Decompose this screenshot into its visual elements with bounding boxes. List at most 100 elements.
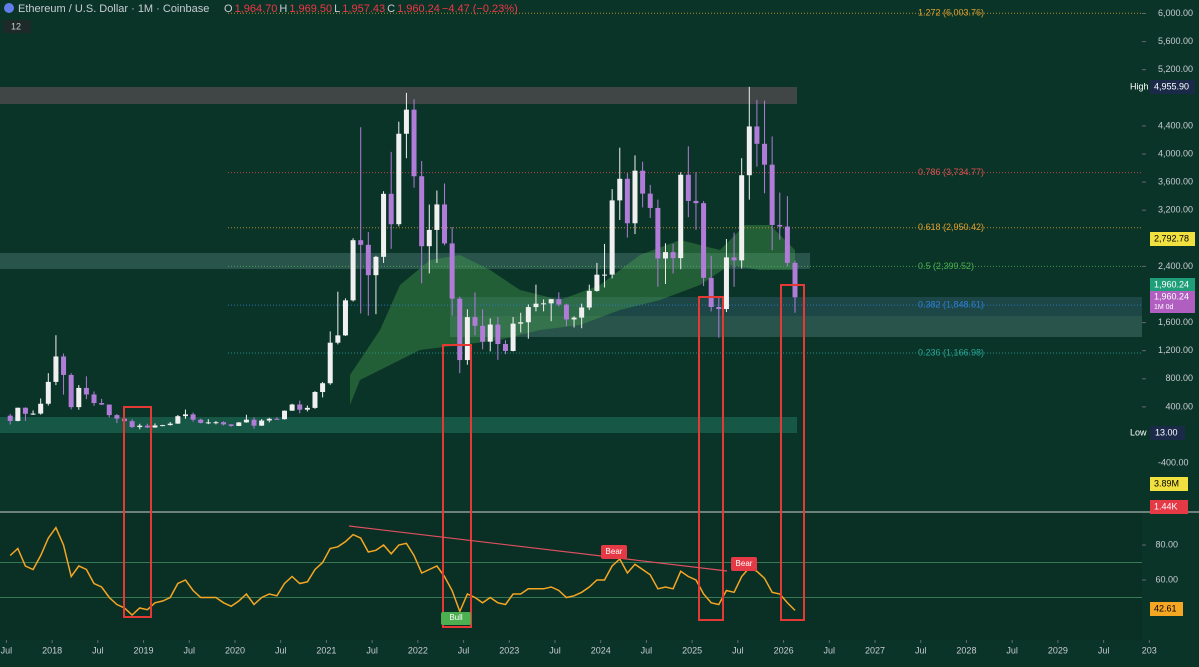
ohlc-part: 1,964.70 [235, 3, 278, 15]
candle-body [556, 299, 562, 305]
x-tick-label: 2029 [1048, 645, 1068, 655]
candle-body [632, 170, 638, 224]
badge [3, 20, 31, 33]
candle-body [167, 423, 173, 426]
candle-body [358, 240, 364, 245]
y-tick-label: 2,400.00 [1158, 261, 1193, 271]
x-tick-label: Jul [1006, 645, 1018, 655]
candle-body [45, 381, 51, 404]
candle-body [716, 307, 722, 310]
signal-label: Bear [736, 559, 753, 568]
candle-body [495, 324, 501, 345]
candle-body [213, 422, 219, 424]
candle-body [327, 342, 333, 384]
ohlc-part: 1,969.50 [289, 3, 332, 15]
candle-body [518, 322, 524, 324]
candle-body [602, 274, 608, 276]
candle-body [419, 176, 425, 247]
candle-body [38, 403, 44, 414]
candle-body [228, 424, 234, 426]
candle-body [297, 404, 303, 410]
candle-body [746, 126, 752, 176]
ohlc: O 1,964.70 H 1,969.50 L 1,957.43 C 1,960.24 −4.4… [224, 3, 518, 15]
plot: 1.272 (6,003.76) 0.786 (3,734.77) 0.618 (2… [0, 8, 1150, 643]
x-tick-label: 2027 [865, 645, 885, 655]
x-tick-label: Jul [1098, 645, 1110, 655]
candle-body [342, 300, 348, 336]
x-tick-label: 2018 [42, 645, 62, 655]
candle-body [693, 200, 699, 204]
last-badge: 1,960.24 [1154, 279, 1189, 289]
candle-body [480, 325, 486, 342]
fib-label: 0.618 (2,950.42) [918, 222, 984, 232]
candle-body [22, 407, 28, 414]
close-badge: 1,960.24 [1154, 291, 1189, 301]
x-tick-label: Jul [366, 645, 378, 655]
candle-body [563, 304, 569, 320]
x-tick-label: Jul [458, 645, 470, 655]
candle-body [289, 404, 295, 411]
candle-body [152, 425, 158, 428]
candle-body [457, 298, 463, 361]
zone [450, 297, 1142, 316]
volume-badge: 3.89M [1154, 478, 1179, 488]
x-tick-label: Jul [92, 645, 104, 655]
ohlc-part: −4.47 (−0.23%) [442, 3, 518, 15]
y-tick-label: 400.00 [1165, 401, 1193, 411]
candle-body [594, 274, 600, 291]
trend-line [348, 525, 728, 572]
candle-body [617, 178, 623, 201]
high-label: High [1130, 81, 1149, 91]
candle-body [251, 419, 257, 426]
candle-body [533, 303, 539, 308]
highlight-box [123, 406, 152, 618]
candle-body [411, 109, 417, 177]
x-tick-label: 2024 [591, 645, 611, 655]
signal-badge [441, 612, 471, 625]
x-tick-label: 2028 [956, 645, 976, 655]
candle-body [99, 403, 105, 405]
badge [1150, 602, 1183, 616]
fib-label: 1.272 (6,003.76) [918, 8, 984, 18]
y-tick-label: 5,600.00 [1158, 36, 1193, 46]
x-tick-label: 2021 [316, 645, 336, 655]
candle-body [221, 422, 227, 425]
ohlc-part: O [224, 3, 233, 15]
x-tick-label: Jul [732, 645, 744, 655]
candle-body [647, 193, 653, 208]
candle-body [731, 257, 737, 261]
countdown: 1M 0d [1154, 304, 1174, 311]
candle-body [137, 425, 143, 428]
candle-body [487, 324, 493, 342]
candle-body [762, 143, 768, 165]
y-tick-label: 5,200.00 [1158, 64, 1193, 74]
x-tick-label: Jul [184, 645, 196, 655]
candle-body [685, 174, 691, 201]
candle-body [662, 252, 668, 259]
candle-body [304, 407, 310, 410]
candle-body [30, 413, 36, 415]
candle-body [61, 356, 67, 375]
candle-body [624, 178, 630, 224]
y-tick-label: 6,000.00 [1158, 8, 1193, 18]
y-tick-label: 1,200.00 [1158, 345, 1193, 355]
x-tick-label: 2019 [134, 645, 154, 655]
candle-body [160, 425, 166, 427]
ohlc-part: 1,960.24 [397, 3, 440, 15]
low-label: Low [1130, 427, 1147, 437]
candle-body [282, 410, 288, 420]
candle-body [502, 344, 508, 351]
candle-body [472, 317, 478, 326]
candle-body [205, 422, 211, 424]
candle-body [198, 419, 204, 423]
y-tick-label: 3,600.00 [1158, 176, 1193, 186]
y-tick-label: 800.00 [1165, 373, 1193, 383]
x-tick-label: Jul [275, 645, 287, 655]
candle-body [442, 204, 448, 244]
candle-body [464, 317, 470, 361]
candle-body [678, 174, 684, 259]
candle-body [350, 240, 356, 301]
candle-body [182, 414, 188, 417]
candle-body [701, 203, 707, 278]
